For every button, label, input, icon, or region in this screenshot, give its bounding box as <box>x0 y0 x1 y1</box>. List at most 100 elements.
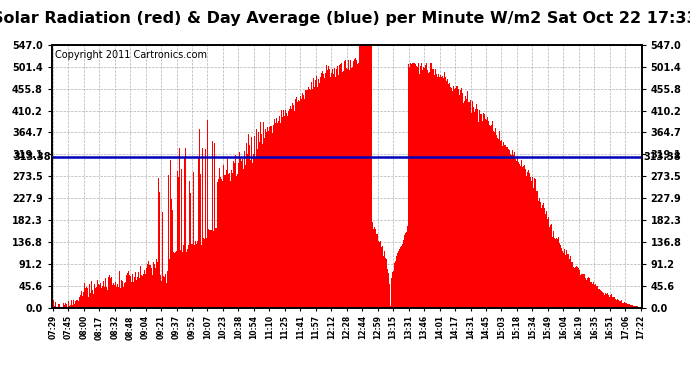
Bar <box>125 282 126 308</box>
Bar <box>352 68 353 308</box>
Bar <box>408 67 410 308</box>
Bar <box>372 222 373 308</box>
Bar <box>95 288 96 308</box>
Bar <box>146 264 148 308</box>
Bar <box>504 145 505 308</box>
Bar <box>525 169 526 308</box>
Bar <box>279 123 281 308</box>
Bar <box>420 66 421 308</box>
Bar <box>540 202 541 308</box>
Bar <box>195 240 196 308</box>
Bar <box>111 278 112 308</box>
Bar <box>509 150 510 308</box>
Bar <box>83 292 84 308</box>
Bar <box>342 72 343 308</box>
Bar <box>227 159 228 308</box>
Bar <box>586 278 588 308</box>
Bar <box>233 160 234 308</box>
Bar <box>99 285 100 308</box>
Bar <box>356 60 357 308</box>
Bar <box>593 285 595 308</box>
Bar <box>196 244 197 308</box>
Bar <box>53 300 55 307</box>
Bar <box>152 262 154 308</box>
Bar <box>242 159 243 308</box>
Bar <box>473 106 474 308</box>
Bar <box>116 287 117 308</box>
Bar <box>431 63 432 308</box>
Bar <box>622 303 623 307</box>
Bar <box>88 297 89 307</box>
Bar <box>519 164 520 308</box>
Bar <box>396 256 397 307</box>
Bar <box>222 181 223 308</box>
Bar <box>154 264 155 308</box>
Bar <box>477 109 478 308</box>
Bar <box>157 177 159 308</box>
Bar <box>346 68 347 308</box>
Bar <box>417 63 419 308</box>
Bar <box>571 262 572 308</box>
Bar <box>538 201 539 308</box>
Bar <box>460 90 462 308</box>
Bar <box>282 117 283 308</box>
Bar <box>86 287 87 308</box>
Bar <box>621 300 622 307</box>
Bar <box>240 157 241 308</box>
Bar <box>530 177 531 308</box>
Bar <box>285 110 286 308</box>
Bar <box>353 61 354 308</box>
Bar <box>392 272 393 308</box>
Bar <box>66 304 67 307</box>
Bar <box>92 290 93 308</box>
Bar <box>199 129 200 308</box>
Bar <box>559 243 560 308</box>
Bar <box>446 79 448 308</box>
Bar <box>369 45 370 308</box>
Bar <box>260 122 261 308</box>
Bar <box>85 288 86 308</box>
Bar <box>112 285 113 308</box>
Bar <box>568 254 569 308</box>
Bar <box>257 148 258 308</box>
Bar <box>554 238 555 308</box>
Bar <box>188 245 189 308</box>
Bar <box>597 286 598 308</box>
Bar <box>82 296 83 307</box>
Bar <box>258 132 259 308</box>
Bar <box>213 231 214 308</box>
Bar <box>59 304 60 307</box>
Bar <box>349 70 351 308</box>
Bar <box>482 120 483 308</box>
Bar <box>389 284 390 308</box>
Bar <box>72 304 73 307</box>
Bar <box>512 150 513 308</box>
Bar <box>96 287 97 308</box>
Bar <box>361 45 362 308</box>
Bar <box>632 305 633 308</box>
Bar <box>224 175 225 308</box>
Bar <box>226 170 227 308</box>
Bar <box>237 174 238 308</box>
Bar <box>126 275 127 308</box>
Bar <box>545 214 546 308</box>
Bar <box>402 244 403 308</box>
Bar <box>77 300 78 307</box>
Bar <box>414 63 415 308</box>
Bar <box>555 238 557 308</box>
Bar <box>288 109 290 308</box>
Bar <box>629 304 630 307</box>
Bar <box>256 129 257 308</box>
Bar <box>74 304 75 307</box>
Bar <box>577 267 578 308</box>
Bar <box>403 240 404 308</box>
Bar <box>344 61 345 308</box>
Bar <box>335 77 336 308</box>
Bar <box>322 71 324 308</box>
Bar <box>148 266 150 308</box>
Bar <box>580 274 582 308</box>
Bar <box>132 282 134 308</box>
Bar <box>486 120 487 308</box>
Bar <box>283 110 284 308</box>
Bar <box>261 134 262 308</box>
